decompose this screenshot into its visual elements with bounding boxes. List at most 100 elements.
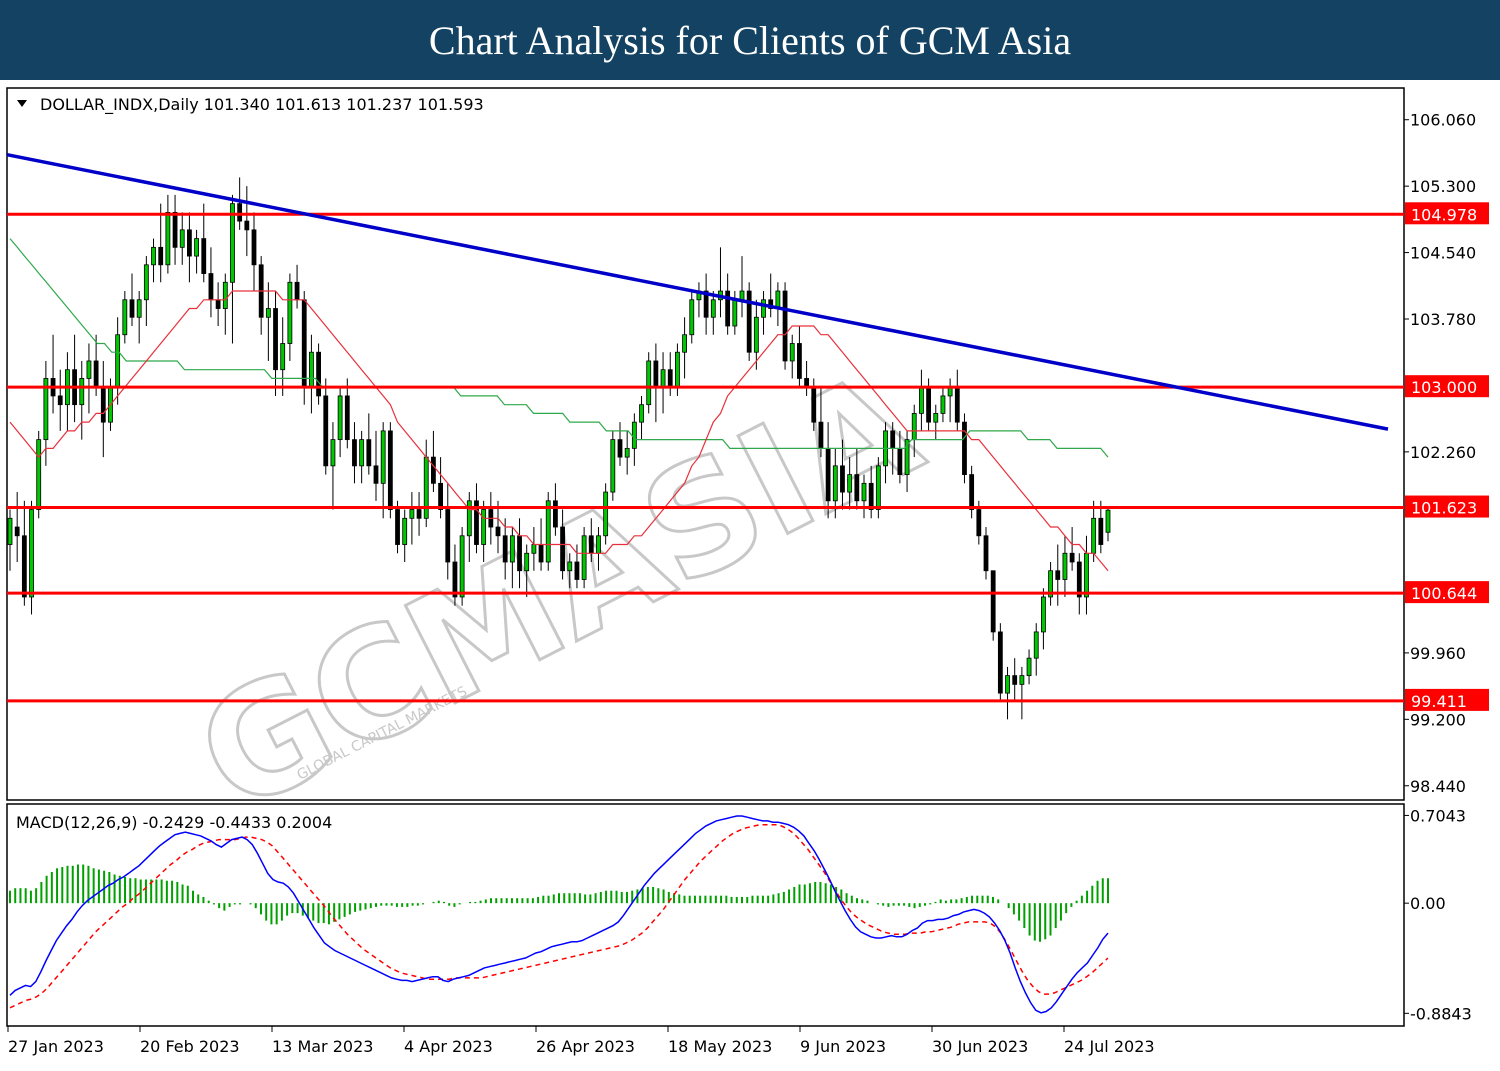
candle-body [703, 290, 709, 318]
candle-body [660, 369, 666, 388]
candle-body [93, 360, 99, 388]
candle-body [36, 439, 42, 510]
candle-body [517, 535, 522, 572]
candle-body [818, 421, 824, 449]
candle-body [631, 421, 637, 449]
level-price-tag [1405, 688, 1489, 711]
candle-body [409, 509, 415, 519]
candle-body [1091, 517, 1097, 554]
candle-body [495, 526, 501, 537]
candle-body [380, 430, 386, 484]
candle-body [675, 351, 680, 388]
candle-body [179, 229, 185, 248]
date-tick-label: 24 Jul 2023 [1064, 1037, 1155, 1056]
candle-body [653, 360, 659, 388]
price-tick-label: 105.300 [1410, 177, 1476, 196]
candle-body [459, 535, 465, 598]
candle-body [531, 544, 537, 554]
price-tick-label: 104.540 [1410, 244, 1476, 263]
candle-body [201, 238, 207, 274]
candle-body [861, 482, 867, 502]
candle-body [43, 378, 49, 441]
candle-body [639, 404, 644, 423]
candle-body [237, 203, 243, 222]
price-tick-label: 106.060 [1410, 111, 1476, 130]
candle-body [222, 281, 228, 309]
candle-body [301, 299, 307, 388]
candle-body [753, 316, 759, 353]
price-panel [6, 152, 1404, 720]
candle-body [789, 343, 795, 362]
title-banner: Chart Analysis for Clients of GCM Asia [0, 0, 1500, 80]
candle-body [739, 290, 745, 301]
candle-body [933, 413, 939, 423]
candle-body [151, 246, 156, 266]
candle-body [100, 386, 106, 423]
macd-info: MACD(12,26,9) -0.2429 -0.4433 0.2004 [16, 813, 332, 832]
candle-body [330, 439, 336, 467]
candle-body [373, 465, 379, 484]
candle-body [524, 552, 530, 572]
candle-body [344, 395, 350, 441]
candle-body [194, 238, 199, 257]
date-tick-label: 30 Jun 2023 [932, 1037, 1028, 1056]
candle-body [545, 500, 551, 563]
date-tick-label: 20 Feb 2023 [140, 1037, 240, 1056]
dropdown-triangle-icon[interactable] [17, 100, 27, 107]
candle-body [287, 281, 293, 344]
candle-body [466, 500, 472, 537]
candle-body [617, 439, 623, 458]
candle-body [646, 360, 652, 406]
page-title: Chart Analysis for Clients of GCM Asia [428, 17, 1072, 63]
candle-body [926, 386, 931, 423]
date-tick-label: 26 Apr 2023 [536, 1037, 635, 1056]
candle-body [560, 526, 565, 572]
candle-body [86, 360, 92, 379]
candle-body [1062, 552, 1068, 580]
candle-body [689, 299, 695, 336]
candle-body [359, 439, 365, 467]
price-tick-label: 102.260 [1410, 443, 1476, 462]
candle-body [129, 299, 135, 318]
candle-body [1105, 509, 1111, 533]
candle-body [208, 273, 214, 301]
candle-body [997, 631, 1003, 694]
candle-body [990, 570, 996, 633]
candle-body [423, 456, 429, 519]
level-price-label: 101.623 [1411, 499, 1477, 518]
candle-body [969, 474, 975, 510]
macd-tick-label: 0.7043 [1410, 806, 1466, 825]
candle-body [732, 299, 738, 327]
candle-body [840, 465, 845, 493]
ma-fast-line [9, 290, 1109, 572]
level-price-label: 103.000 [1411, 378, 1477, 397]
candle-body [875, 465, 881, 510]
candle-body [366, 439, 372, 467]
candle-body [438, 482, 443, 510]
candle-body [143, 264, 149, 301]
candle-body [172, 211, 178, 248]
candle-body [158, 246, 164, 266]
price-tick-label: 99.960 [1410, 644, 1466, 663]
candle-body [215, 299, 221, 309]
level-price-label: 99.411 [1411, 692, 1467, 711]
candle-body [832, 465, 838, 502]
candle-body [230, 203, 235, 283]
candle-body [897, 447, 903, 475]
candle-body [452, 561, 458, 598]
candle-body [847, 474, 853, 493]
candle-body [79, 378, 85, 406]
candle-body [596, 535, 601, 554]
candle-body [14, 526, 20, 537]
candle-body [825, 447, 831, 502]
candle-body [854, 474, 860, 502]
candle-body [280, 343, 286, 371]
candle-body [316, 351, 321, 397]
candle-body [309, 351, 314, 388]
candle-body [581, 535, 587, 580]
candle-body [1026, 657, 1032, 677]
date-tick-label: 9 Jun 2023 [800, 1037, 886, 1056]
candle-body [768, 299, 774, 309]
candle-body [911, 413, 917, 441]
